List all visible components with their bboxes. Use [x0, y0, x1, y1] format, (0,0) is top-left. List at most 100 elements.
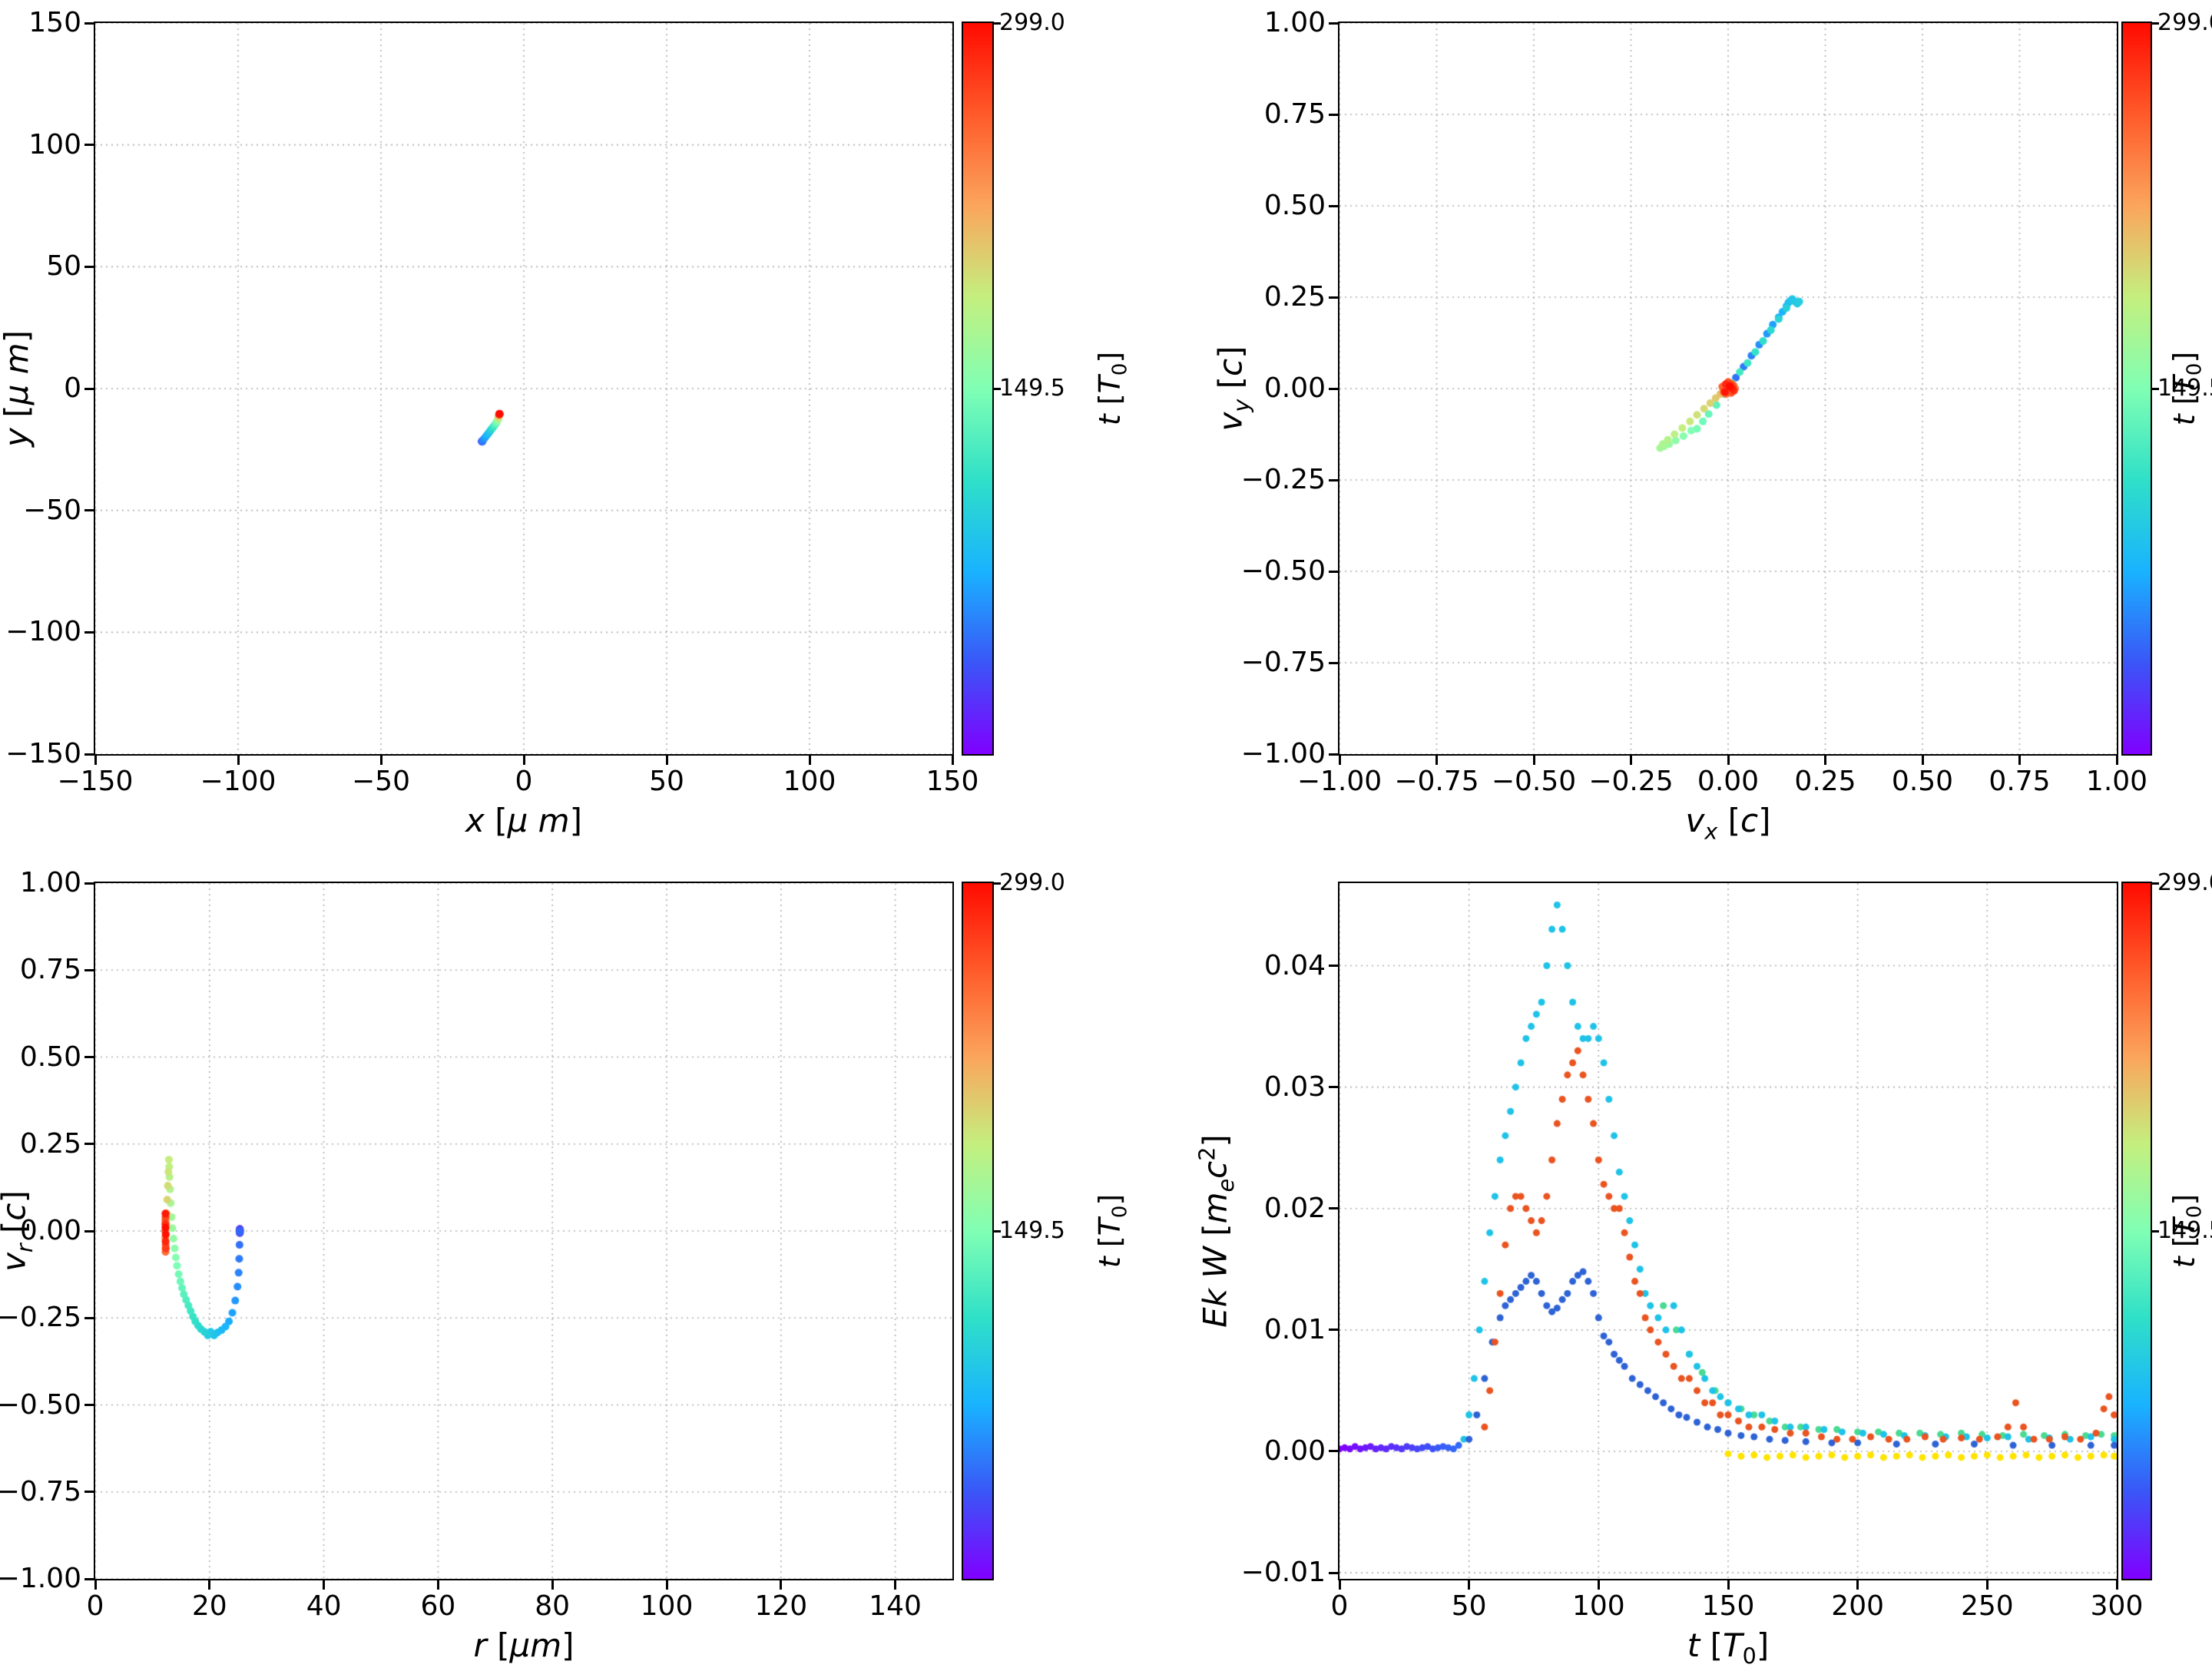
y-tick-mark	[84, 1577, 95, 1580]
y-tick-mark	[84, 1143, 95, 1146]
x-tick-label: 20	[191, 1590, 227, 1622]
scatter-canvas-vxvy	[1339, 23, 2117, 754]
y-tick-label: −0.75	[1240, 647, 1326, 678]
x-tick-mark	[1727, 1579, 1730, 1590]
label-segment: 2	[1194, 1147, 1220, 1161]
y-tick-mark	[1329, 387, 1339, 390]
x-tick-label: 50	[649, 766, 684, 797]
label-segment: ]	[569, 802, 582, 839]
y-tick-label: 0.25	[19, 1127, 81, 1160]
colorbar-tick-mark	[2151, 22, 2159, 25]
x-tick-mark	[1597, 1579, 1600, 1590]
x-tick-mark	[1727, 754, 1730, 765]
x-tick-mark	[665, 754, 668, 765]
x-tick-mark	[323, 1579, 326, 1590]
y-tick-mark	[1329, 1086, 1339, 1089]
label-segment: v	[1685, 802, 1705, 839]
y-tick-label: 0.25	[1263, 281, 1326, 313]
x-tick-mark	[522, 754, 525, 765]
x-tick-mark	[1824, 754, 1826, 765]
label-segment: ]	[1756, 1626, 1770, 1664]
x-tick-label: 0.25	[1794, 766, 1856, 797]
label-segment: r	[473, 1626, 487, 1664]
colorbar-tick-mark	[2151, 387, 2159, 390]
x-tick-label: 0.00	[1697, 766, 1760, 797]
label-segment: ]	[1758, 802, 1771, 839]
plot-area-ekw: t [T0] Ek W [mec2] 0 50 100 150 200 250 300 −0.…	[1194, 882, 2143, 1667]
y-tick-mark	[84, 1056, 95, 1058]
x-tick-label: 150	[926, 766, 979, 797]
y-tick-mark	[1329, 1571, 1339, 1574]
x-tick-mark	[1921, 754, 1924, 765]
label-segment: 0	[2183, 1205, 2207, 1219]
colorbar-gradient	[2123, 23, 2151, 754]
y-tick-mark	[84, 1229, 95, 1233]
y-axis-label: Ek W [mec2]	[1194, 1134, 1239, 1328]
y-tick-label: 0	[64, 372, 81, 404]
y-tick-label: 0.04	[1263, 949, 1326, 981]
y-tick-label: 0.50	[1263, 190, 1326, 221]
y-tick-mark	[1329, 204, 1339, 207]
label-segment: μ m	[507, 802, 570, 839]
label-segment: ]	[2167, 1193, 2201, 1206]
x-tick-mark	[436, 1579, 439, 1590]
y-tick-label: −0.01	[1240, 1557, 1326, 1589]
y-tick-label: 0.00	[1263, 372, 1326, 404]
colorbar-tick-label: 149.5	[999, 1217, 1065, 1244]
plot-area-xy: x [μ m] y [μ m] −150 −100 −50 0 50 100 150 −150…	[0, 9, 979, 837]
x-tick-label: −0.25	[1588, 766, 1674, 797]
x-tick-label: 80	[535, 1590, 571, 1622]
y-tick-label: 0.02	[1263, 1192, 1326, 1224]
y-tick-label: −100	[5, 616, 81, 648]
y-tick-label: 0.00	[1263, 1434, 1326, 1467]
colorbar-tick-mark	[992, 22, 1001, 25]
y-tick-label: −50	[23, 494, 81, 526]
y-tick-label: 0.03	[1263, 1070, 1326, 1103]
y-tick-label: 1.00	[19, 867, 81, 898]
x-tick-mark	[1532, 754, 1535, 765]
colorbar-tick-label: 299.0	[999, 869, 1065, 896]
x-tick-mark	[951, 754, 954, 765]
y-tick-label: −0.25	[0, 1302, 81, 1334]
colorbar-tick-label: 149.5	[2157, 375, 2212, 402]
x-axis-label: r [μm]	[95, 1630, 952, 1662]
label-segment: c	[1196, 1160, 1234, 1179]
x-tick-label: 120	[754, 1590, 808, 1622]
x-axis-label: x [μ m]	[95, 805, 952, 837]
x-tick-mark	[94, 754, 97, 765]
x-tick-mark	[1856, 1579, 1859, 1590]
colorbar-tick-mark	[992, 882, 1001, 885]
colorbar-tick-label: 149.5	[999, 375, 1065, 402]
colorbar-gradient	[2123, 883, 2151, 1579]
y-tick-mark	[1329, 661, 1339, 664]
x-tick-label: 0	[1330, 1590, 1349, 1622]
label-segment: Ek W	[1196, 1246, 1234, 1328]
y-tick-label: 0.75	[19, 954, 81, 986]
x-tick-mark	[2018, 754, 2021, 765]
x-tick-label: −0.50	[1491, 766, 1577, 797]
colorbar-tick-mark	[2151, 882, 2159, 885]
y-tick-label: −150	[5, 738, 81, 769]
x-tick-mark	[665, 1579, 668, 1590]
y-tick-mark	[84, 753, 95, 756]
label-segment: c	[1740, 802, 1759, 839]
x-tick-label: 1.00	[2085, 766, 2148, 797]
x-tick-label: 250	[1960, 1590, 2014, 1622]
y-tick-mark	[84, 22, 95, 25]
y-tick-label: 50	[46, 250, 81, 283]
y-tick-mark	[1329, 1329, 1339, 1332]
x-tick-mark	[1338, 1579, 1341, 1590]
x-tick-mark	[2115, 754, 2118, 765]
label-segment: T	[1723, 1626, 1743, 1664]
colorbar-tick-mark	[2151, 1229, 2159, 1233]
x-tick-label: −50	[352, 766, 410, 797]
y-tick-mark	[1329, 1207, 1339, 1210]
x-tick-mark	[94, 1579, 97, 1590]
y-tick-label: 1.00	[1263, 7, 1326, 38]
x-tick-mark	[780, 1579, 783, 1590]
y-tick-label: 0.75	[1263, 98, 1326, 130]
